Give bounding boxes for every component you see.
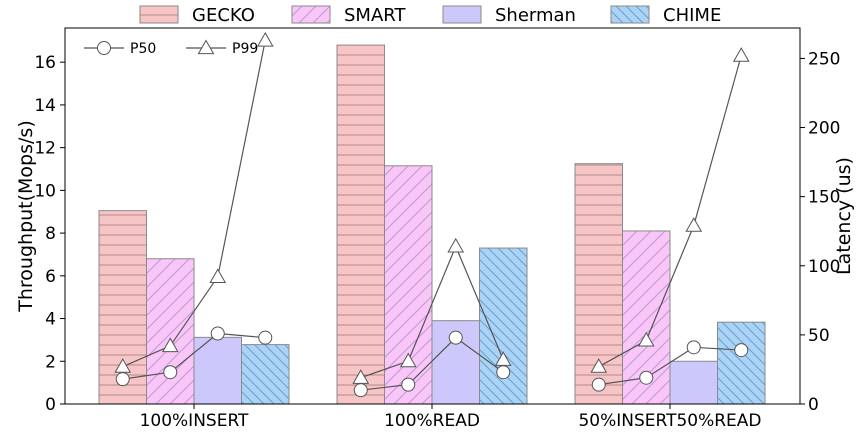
latency-point-p50-0-1 xyxy=(163,365,178,380)
legend-swatch-hatch-smart xyxy=(292,6,330,23)
left-tick-label-6: 6 xyxy=(45,267,56,287)
bar-hatch-gecko-1 xyxy=(337,45,385,404)
latency-line-p50-0 xyxy=(122,332,266,380)
line-legend-label-p50: P50 xyxy=(130,41,156,57)
x-tick-label-0: 100%INSERT xyxy=(140,411,249,431)
latency-point-p50-2-0 xyxy=(591,377,606,392)
latency-point-p99-1-3 xyxy=(494,351,512,366)
latency-point-p99-1-1 xyxy=(399,352,417,368)
legend-label-sherman: Sherman xyxy=(495,5,576,26)
bar-hatch-chime-0 xyxy=(241,344,289,404)
line-legend-marker-p99 xyxy=(197,39,215,55)
latency-point-p50-0-0 xyxy=(115,372,130,387)
right-tick-label-50: 50 xyxy=(808,326,830,346)
latency-point-p50-1-3 xyxy=(496,365,511,380)
left-tick-label-0: 0 xyxy=(45,395,56,415)
legend-swatch-outline-smart xyxy=(291,5,331,24)
latency-point-p50-2-3 xyxy=(734,343,749,358)
chart-legend: GECKO SMART Sherman CHIME xyxy=(139,5,721,26)
legend-label-gecko: GECKO xyxy=(192,5,255,26)
latency-line-p99-0 xyxy=(122,40,266,368)
legend-swatch-outline-gecko xyxy=(139,5,179,24)
latency-point-p50-2-2 xyxy=(686,340,701,355)
bar-sherman-0 xyxy=(194,337,242,404)
x-axis: 100%INSERT 100%READ 50%INSERT50%READ xyxy=(140,404,762,431)
y-axis-label-right: Latency (us) xyxy=(833,157,855,275)
right-y-axis: 0 50 100 150 200 250 xyxy=(800,49,840,415)
latency-point-p50-1-0 xyxy=(353,383,368,398)
latency-line-p50-1 xyxy=(360,336,504,391)
latency-lines-layer xyxy=(114,31,750,398)
latency-point-p50-0-3 xyxy=(258,330,273,345)
latency-point-p50-1-2 xyxy=(448,330,463,345)
right-tick-label-200: 200 xyxy=(808,119,840,139)
latency-line-p99-1 xyxy=(360,244,504,379)
legend-swatch-outline-sherman xyxy=(442,5,482,24)
left-tick-label-8: 8 xyxy=(45,224,56,244)
y-axis-label-left: Throughput(Mops/s) xyxy=(15,120,37,312)
latency-point-p99-0-2 xyxy=(209,268,227,283)
line-legend-label-p99: P99 xyxy=(232,41,258,57)
x-tick-label-1: 100%READ xyxy=(384,411,480,431)
right-tick-label-0: 0 xyxy=(808,395,819,415)
latency-point-p99-0-0 xyxy=(114,358,132,373)
left-tick-label-4: 4 xyxy=(45,310,56,330)
x-tick-label-2: 50%INSERT50%READ xyxy=(578,411,761,431)
left-tick-label-2: 2 xyxy=(45,352,56,372)
latency-point-p50-2-1 xyxy=(639,370,654,385)
left-tick-label-12: 12 xyxy=(34,139,56,159)
bar-sherman-2 xyxy=(670,361,718,404)
latency-point-p99-0-1 xyxy=(161,337,179,353)
left-tick-label-16: 16 xyxy=(34,53,56,73)
latency-point-p99-2-0 xyxy=(590,358,608,373)
legend-label-chime: CHIME xyxy=(663,5,721,26)
right-tick-label-150: 150 xyxy=(808,188,840,208)
latency-point-p99-1-2 xyxy=(447,237,465,253)
left-y-axis: 0 2 4 6 8 10 12 14 16 xyxy=(34,53,65,415)
bar-hatch-smart-0 xyxy=(146,258,194,404)
right-tick-label-250: 250 xyxy=(808,49,840,69)
legend-swatch-hatch-gecko xyxy=(140,6,178,23)
line-legend-marker-p50 xyxy=(97,41,111,55)
latency-line-p99-2 xyxy=(598,55,742,368)
bar-hatch-chime-1 xyxy=(479,248,527,404)
latency-point-p50-1-1 xyxy=(401,377,416,392)
legend-swatch-outline-chime xyxy=(610,5,650,24)
left-tick-label-10: 10 xyxy=(34,181,56,201)
latency-legend: P50 P99 xyxy=(84,39,258,57)
latency-line-p50-2 xyxy=(598,346,742,386)
latency-point-p99-2-1 xyxy=(637,331,655,347)
latency-point-p99-1-0 xyxy=(352,369,370,384)
bar-hatch-chime-2 xyxy=(717,322,765,404)
left-tick-label-14: 14 xyxy=(34,96,56,116)
legend-label-smart: SMART xyxy=(344,5,406,26)
bars-layer xyxy=(98,44,766,405)
latency-point-p99-2-2 xyxy=(685,217,703,232)
legend-swatch-hatch-chime xyxy=(611,6,649,23)
legend-swatch-sherman xyxy=(443,6,481,23)
latency-point-p99-0-3 xyxy=(256,31,274,47)
right-tick-label-100: 100 xyxy=(808,257,840,277)
latency-point-p99-2-3 xyxy=(732,47,750,62)
latency-point-p50-0-2 xyxy=(210,326,225,341)
